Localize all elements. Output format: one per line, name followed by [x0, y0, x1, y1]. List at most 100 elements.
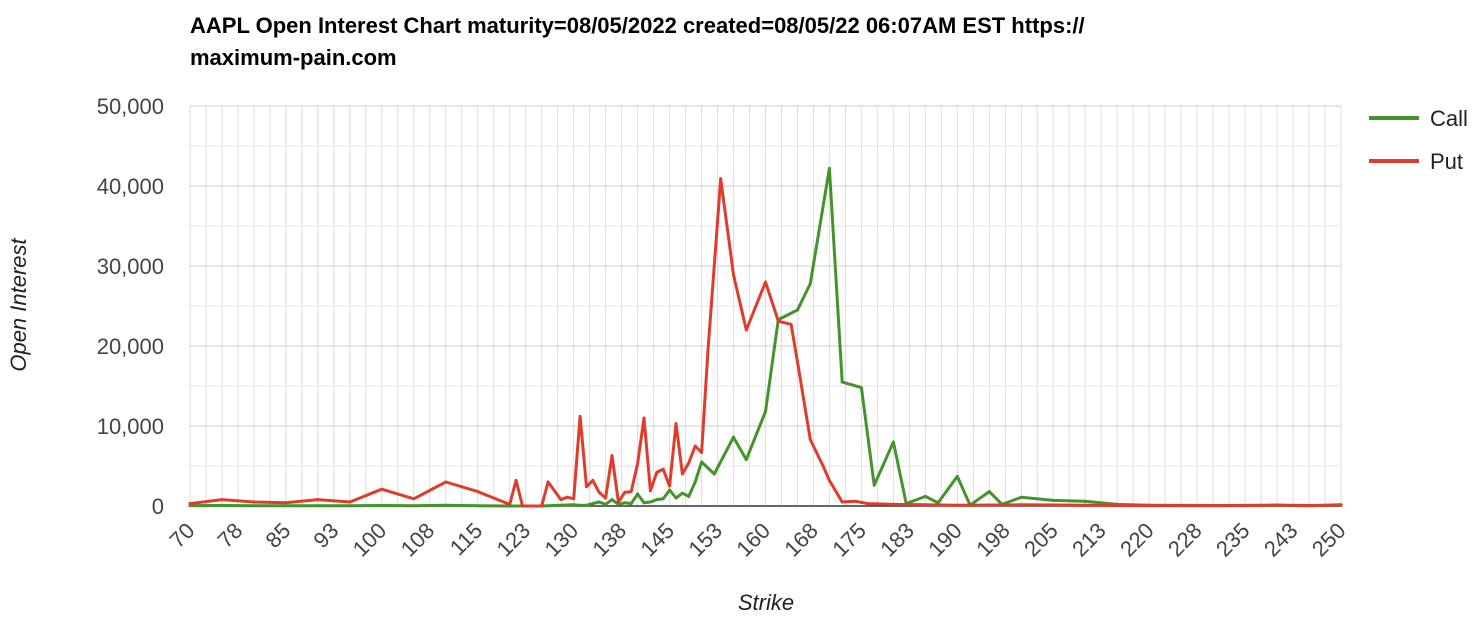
- data-point-call: [476, 504, 480, 508]
- data-point-put: [891, 502, 895, 506]
- major-gridlines: [190, 105, 1341, 427]
- data-point-call: [808, 282, 812, 286]
- data-point-put: [578, 414, 582, 418]
- chart-title-line-1: AAPL Open Interest Chart maturity=08/05/…: [190, 13, 1085, 38]
- data-point-call: [284, 504, 288, 508]
- data-point-put: [642, 416, 646, 420]
- data-point-put: [476, 490, 480, 494]
- data-point-call: [380, 504, 384, 507]
- y-tick-label: 0: [152, 494, 164, 519]
- data-point-put: [808, 438, 812, 442]
- data-point-put: [559, 498, 563, 502]
- data-point-put: [604, 496, 608, 500]
- x-tick-label: 198: [971, 518, 1015, 562]
- data-point-call: [572, 503, 576, 507]
- data-point-put: [616, 500, 620, 504]
- data-point-call: [604, 502, 608, 506]
- x-tick-label: 160: [731, 518, 775, 562]
- data-point-call: [585, 503, 588, 507]
- data-point-put: [521, 504, 524, 508]
- data-point-put: [764, 280, 767, 284]
- data-point-put: [540, 504, 544, 508]
- data-point-call: [687, 494, 691, 498]
- x-tick-label: 130: [540, 518, 584, 562]
- x-tick-label: 235: [1211, 518, 1255, 562]
- y-axis-tick-labels: 0 10,000 20,000 30,000 40,000 50,000: [97, 94, 164, 519]
- data-point-put: [955, 503, 959, 507]
- data-point-put: [284, 501, 288, 505]
- data-point-put: [1339, 503, 1343, 507]
- data-point-put: [827, 478, 831, 482]
- data-point-put: [668, 484, 672, 488]
- data-point-put: [1307, 504, 1311, 508]
- data-point-call: [1083, 499, 1087, 503]
- data-point-put: [316, 498, 320, 502]
- data-point-call: [559, 503, 563, 507]
- data-point-put: [597, 490, 601, 494]
- data-point-put: [610, 454, 614, 458]
- data-point-put: [719, 177, 723, 181]
- series-lines: [188, 166, 1343, 508]
- data-point-put: [1147, 504, 1151, 508]
- data-point-call: [987, 490, 991, 494]
- data-point-call: [764, 410, 767, 414]
- data-point-put: [591, 478, 595, 482]
- x-tick-label: 145: [635, 518, 679, 562]
- x-tick-label: 220: [1115, 518, 1159, 562]
- data-point-put: [821, 464, 825, 468]
- data-point-call: [661, 497, 665, 501]
- data-point-put: [853, 499, 857, 503]
- data-point-call: [629, 502, 633, 506]
- y-axis-title: Open Interest: [6, 237, 31, 371]
- data-point-call: [597, 500, 601, 504]
- data-point-call: [796, 308, 799, 312]
- data-point-put: [706, 348, 710, 352]
- data-point-put: [796, 360, 799, 364]
- x-axis-tick-labels: 70 78 85 93 100 108 115 123 130 138 145 153 160 168 17…: [165, 518, 1351, 562]
- data-point-call: [744, 458, 748, 462]
- x-tick-label: 93: [308, 518, 343, 553]
- data-point-call: [578, 503, 582, 507]
- data-point-put: [585, 485, 588, 489]
- data-point-put: [776, 319, 780, 323]
- data-point-put: [188, 502, 192, 506]
- data-point-put: [789, 322, 793, 326]
- y-tick-label: 20,000: [97, 334, 164, 359]
- data-point-call: [648, 500, 652, 504]
- x-tick-label: 78: [213, 518, 248, 553]
- data-point-put: [700, 450, 704, 454]
- data-point-put: [380, 487, 384, 491]
- data-point-call: [840, 380, 844, 384]
- y-tick-label: 40,000: [97, 174, 164, 199]
- x-tick-label: 175: [827, 518, 871, 562]
- x-tick-label: 153: [683, 518, 727, 562]
- data-point-put: [1211, 504, 1215, 508]
- data-point-call: [636, 492, 640, 496]
- y-tick-label: 10,000: [97, 414, 164, 439]
- data-point-put: [1083, 503, 1087, 507]
- data-point-call: [693, 480, 697, 484]
- data-point-put: [674, 422, 678, 426]
- y-tick-label: 30,000: [97, 254, 164, 279]
- x-tick-label: 190: [923, 518, 967, 562]
- data-point-call: [316, 504, 320, 508]
- data-point-put: [636, 462, 640, 466]
- data-point-put: [623, 490, 627, 494]
- data-point-call: [642, 501, 646, 505]
- x-axis-title: Strike: [738, 590, 794, 615]
- data-point-put: [252, 500, 256, 504]
- data-point-put: [655, 470, 659, 474]
- data-point-put: [1275, 503, 1279, 507]
- data-point-put: [220, 498, 224, 502]
- data-point-put: [348, 500, 352, 504]
- data-point-put: [1019, 503, 1023, 507]
- data-point-call: [700, 460, 704, 464]
- data-point-put: [744, 328, 748, 332]
- data-point-put: [732, 273, 735, 277]
- legend: Call Put: [1369, 106, 1468, 174]
- x-tick-label: 213: [1067, 518, 1111, 562]
- x-tick-label: 138: [588, 518, 632, 562]
- data-point-call: [610, 498, 614, 502]
- data-point-call: [859, 386, 863, 390]
- x-tick-label: 108: [396, 518, 440, 562]
